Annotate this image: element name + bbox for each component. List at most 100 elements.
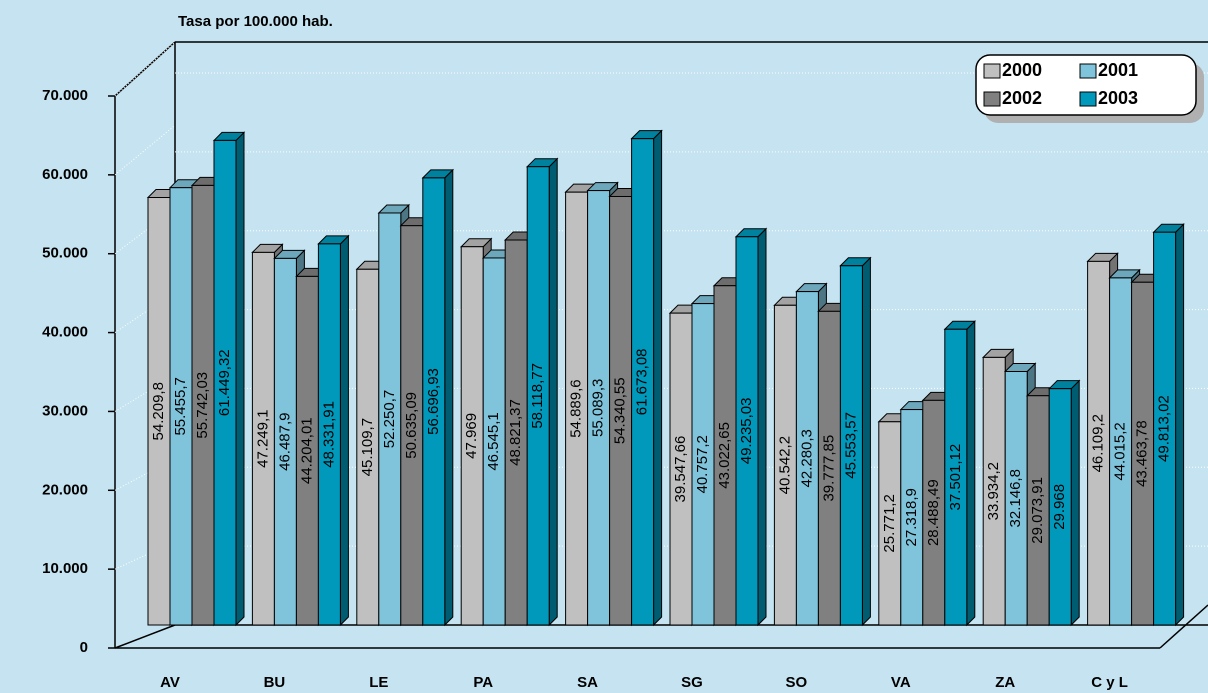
bar-side (235, 131, 245, 627)
legend-swatch (983, 91, 1001, 107)
legend-box (975, 54, 1197, 116)
value-label: 46.109,2 (1090, 414, 1107, 472)
value-label: 39.547,66 (672, 436, 689, 503)
x-tick-label: SO (786, 674, 808, 691)
value-label: 55.089,3 (590, 379, 607, 437)
value-label: 54.889,6 (568, 379, 585, 437)
y-tick-label: 30.000 (42, 402, 88, 419)
value-label: 48.331,91 (320, 401, 337, 468)
x-tick-label: SA (577, 674, 598, 691)
value-label: 55.742,03 (194, 372, 211, 439)
value-label: 44.015,2 (1112, 422, 1129, 480)
y-tick-label: 10.000 (42, 560, 88, 577)
value-label: 28.488,49 (925, 479, 942, 546)
value-label: 32.146,8 (1007, 469, 1024, 527)
value-label: 46.545,1 (485, 412, 502, 470)
bar-front (631, 138, 655, 626)
grid-line (114, 457, 176, 491)
value-label: 54.209,8 (150, 382, 167, 440)
value-label: 29.968 (1051, 484, 1068, 530)
bar (734, 227, 768, 627)
bar-side (339, 234, 349, 627)
bar-front (317, 243, 341, 626)
value-label: 49.235,03 (738, 398, 755, 465)
value-label: 52.250,7 (381, 390, 398, 448)
bar-front (422, 177, 446, 626)
bar (943, 320, 977, 627)
value-label: 46.487,9 (276, 413, 293, 471)
y-tick-label: 20.000 (42, 481, 88, 498)
value-label: 27.318,9 (903, 488, 920, 546)
x-tick-label: VA (891, 674, 911, 691)
x-tick-label: LE (369, 674, 388, 691)
bar (421, 168, 455, 627)
chart-title: Tasa por 100.000 hab. (178, 13, 333, 30)
x-tick-label: ZA (995, 674, 1015, 691)
value-label: 54.340,55 (612, 377, 629, 444)
grid-line (114, 124, 176, 176)
bar (317, 234, 350, 627)
bar-side (861, 256, 871, 627)
value-label: 40.542,2 (776, 436, 793, 494)
value-label: 47.969 (463, 413, 480, 459)
bar-front (735, 236, 759, 626)
legend-label: 2003 (1098, 88, 1138, 108)
value-label: 43.022,65 (716, 422, 733, 489)
bar (525, 157, 559, 627)
y-tick-label: 60.000 (42, 166, 88, 183)
value-label: 56.696,93 (425, 368, 442, 435)
value-label: 29.073,91 (1029, 477, 1046, 544)
value-label: 43.463,78 (1134, 420, 1151, 487)
legend-label: 2000 (1002, 60, 1042, 80)
value-label: 25.771,2 (881, 494, 898, 552)
legend-label: 2002 (1002, 88, 1042, 108)
y-tick-label: 50.000 (42, 245, 88, 262)
value-label: 48.821,37 (507, 399, 524, 466)
bar (1047, 379, 1081, 627)
bar-front (1153, 231, 1177, 626)
grid-line (114, 208, 176, 255)
x-tick-label: AV (160, 674, 180, 691)
bar-side (653, 129, 663, 627)
value-label: 33.934,2 (985, 462, 1002, 520)
bar-side (757, 227, 767, 627)
bar-side (966, 320, 976, 627)
value-label: 61.673,08 (634, 348, 651, 415)
x-tick-label: BU (264, 674, 286, 691)
value-label: 50.635,09 (403, 392, 420, 459)
bar-side (1175, 222, 1185, 627)
value-label: 45.109,7 (359, 418, 376, 476)
x-tick-label: C y L (1091, 674, 1128, 691)
value-label: 39.777,85 (820, 435, 837, 502)
bar (212, 131, 246, 627)
value-label: 49.813,02 (1156, 395, 1173, 462)
bar-side (548, 157, 558, 627)
bar (1152, 222, 1185, 627)
y-tick-label: 40.000 (42, 324, 88, 341)
bar-front (944, 328, 968, 626)
legend-swatch (1079, 91, 1097, 107)
value-label: 37.501,12 (947, 444, 964, 511)
legend-label: 2001 (1098, 60, 1138, 80)
plot-frame (114, 41, 1208, 649)
x-tick-label: PA (473, 674, 493, 691)
bar-front (213, 139, 237, 626)
value-label: 44.204,01 (298, 417, 315, 484)
bar-front (839, 265, 863, 626)
legend: 2000 2001 2002 2003 (975, 54, 1204, 123)
y-tick-label: 0 (80, 639, 88, 656)
legend-swatch (983, 63, 1001, 79)
legend-swatch (1079, 63, 1097, 79)
value-label: 40.757,2 (694, 435, 711, 493)
value-label: 45.553,57 (842, 412, 859, 479)
bar (839, 256, 872, 627)
value-label: 58.118,77 (529, 363, 546, 429)
y-tick-label: 70.000 (42, 87, 88, 104)
bar-side (444, 168, 454, 627)
bar-front (526, 166, 550, 626)
bar (630, 129, 663, 627)
bar-front (1048, 388, 1072, 626)
bar-side (1070, 379, 1080, 627)
value-label: 55.455,7 (172, 377, 189, 435)
